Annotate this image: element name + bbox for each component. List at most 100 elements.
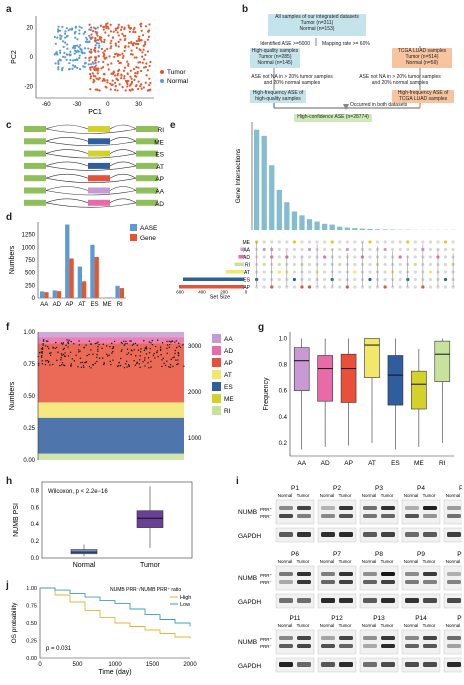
prr-plus-label: PRR⁺ bbox=[260, 573, 273, 578]
y-tick-label: 0.50 bbox=[23, 394, 35, 400]
total-point bbox=[174, 341, 176, 343]
y-tick-label: 0.00 bbox=[26, 656, 37, 662]
tumor-point bbox=[117, 59, 120, 63]
event-proportion-chart: Numbers 0.00 0.25 0.50 0.75 1.00 1000 2000 3000 A… bbox=[9, 330, 234, 464]
band-prr-minus bbox=[381, 514, 395, 518]
y-tick-label: 0.4 bbox=[279, 415, 288, 421]
junction-arc bbox=[45, 124, 89, 130]
normal-point bbox=[94, 44, 97, 47]
patient-label: P8 bbox=[375, 551, 383, 558]
tumor-point bbox=[91, 72, 94, 75]
total-point bbox=[177, 363, 179, 365]
tumor-point bbox=[116, 74, 119, 77]
normal-point bbox=[69, 50, 72, 53]
tumor-point bbox=[135, 39, 138, 43]
matrix-dot bbox=[398, 247, 402, 252]
y-tick-label: 0.6 bbox=[31, 505, 40, 511]
lane-label-tumor: Tumor bbox=[339, 493, 352, 498]
normal-point bbox=[69, 58, 72, 62]
skip-arc bbox=[45, 128, 137, 134]
total-point bbox=[166, 360, 168, 362]
lane-label-tumor: Tumor bbox=[381, 623, 394, 628]
normal-point bbox=[63, 51, 66, 54]
tumor-point bbox=[102, 72, 105, 76]
tumor-point bbox=[148, 83, 151, 87]
hf-right-box: High-frequency ASE of TCGA LUAD samples bbox=[392, 90, 454, 103]
matrix-dot bbox=[368, 262, 372, 267]
total-point bbox=[113, 340, 116, 343]
total-point bbox=[168, 346, 170, 348]
y-tick-label: 0.0 bbox=[31, 556, 40, 562]
tumor-point bbox=[94, 61, 97, 64]
tumor-point bbox=[144, 66, 147, 69]
normal-point bbox=[57, 66, 60, 69]
legend-label: AP bbox=[224, 360, 233, 367]
panel-letter-g: g bbox=[258, 322, 265, 333]
tumor-point bbox=[117, 40, 120, 43]
panel-letter-f: f bbox=[6, 322, 10, 333]
lane-label-normal: Normal bbox=[320, 493, 335, 498]
tumor-point bbox=[142, 48, 145, 51]
total-point bbox=[66, 339, 68, 341]
x-tick-label: AP bbox=[65, 302, 73, 308]
tumor-point bbox=[149, 88, 152, 91]
total-point bbox=[156, 339, 159, 341]
matrix-dot bbox=[443, 285, 448, 289]
total-point bbox=[44, 363, 47, 366]
tumor-point bbox=[148, 23, 151, 26]
total-point bbox=[75, 354, 77, 357]
prr-minus-label: PRR⁻ bbox=[260, 580, 273, 585]
x-tick-label: ME bbox=[103, 302, 112, 308]
total-point bbox=[102, 343, 104, 345]
tumor-point bbox=[114, 27, 117, 30]
total-point bbox=[126, 353, 128, 356]
total-point bbox=[97, 345, 99, 348]
lane-label-normal: Normal bbox=[446, 623, 461, 628]
total-point bbox=[42, 347, 44, 349]
band-gapdh bbox=[405, 662, 419, 667]
event-label: AA bbox=[155, 189, 164, 196]
exon-left bbox=[24, 126, 46, 132]
gapdh-blot bbox=[359, 527, 399, 543]
total-point bbox=[126, 342, 128, 345]
tumor-point bbox=[128, 30, 131, 33]
total-point bbox=[164, 364, 167, 367]
y-tick-label: 250 bbox=[25, 283, 36, 289]
splicing-event-schematic: RI ME ES AT AP AA AD bbox=[24, 124, 165, 208]
tumor-point bbox=[105, 22, 108, 26]
numb-blot bbox=[275, 629, 315, 655]
tumor-point bbox=[140, 29, 143, 32]
normal-point bbox=[76, 38, 79, 41]
total-point bbox=[52, 347, 54, 349]
normal-point bbox=[71, 67, 74, 70]
normal-point bbox=[65, 35, 69, 38]
matrix-dot bbox=[292, 247, 297, 252]
patient-label: P10 bbox=[457, 551, 462, 558]
total-point bbox=[166, 347, 168, 350]
total-point bbox=[169, 364, 172, 366]
tumor-point bbox=[130, 81, 133, 84]
total-point bbox=[97, 348, 99, 350]
total-point bbox=[152, 354, 155, 357]
total-point bbox=[142, 361, 144, 363]
total-point bbox=[130, 353, 132, 356]
tumor-point bbox=[134, 71, 137, 75]
matrix-dot bbox=[368, 270, 372, 274]
left-rule-1: ASE not NA in > 20% tumor samples bbox=[251, 74, 333, 80]
tumor-point bbox=[119, 38, 122, 41]
gapdh-blot bbox=[401, 527, 441, 543]
lane-label-tumor: Tumor bbox=[423, 623, 436, 628]
lane-label-normal: Normal bbox=[278, 493, 293, 498]
total-point bbox=[80, 361, 82, 364]
total-point bbox=[54, 347, 56, 350]
tumor-point bbox=[129, 89, 132, 92]
band-prr-minus bbox=[363, 514, 377, 518]
tumor-point bbox=[116, 31, 119, 34]
band-prr-plus bbox=[339, 572, 353, 576]
high-confidence-box: High-confidence ASE (n=28774) bbox=[294, 114, 372, 122]
band-prr-plus bbox=[279, 572, 293, 576]
tumor-point bbox=[133, 56, 136, 59]
tumor-point bbox=[111, 79, 114, 82]
patient-label: P15 bbox=[457, 615, 462, 622]
band-prr-minus bbox=[279, 644, 293, 648]
